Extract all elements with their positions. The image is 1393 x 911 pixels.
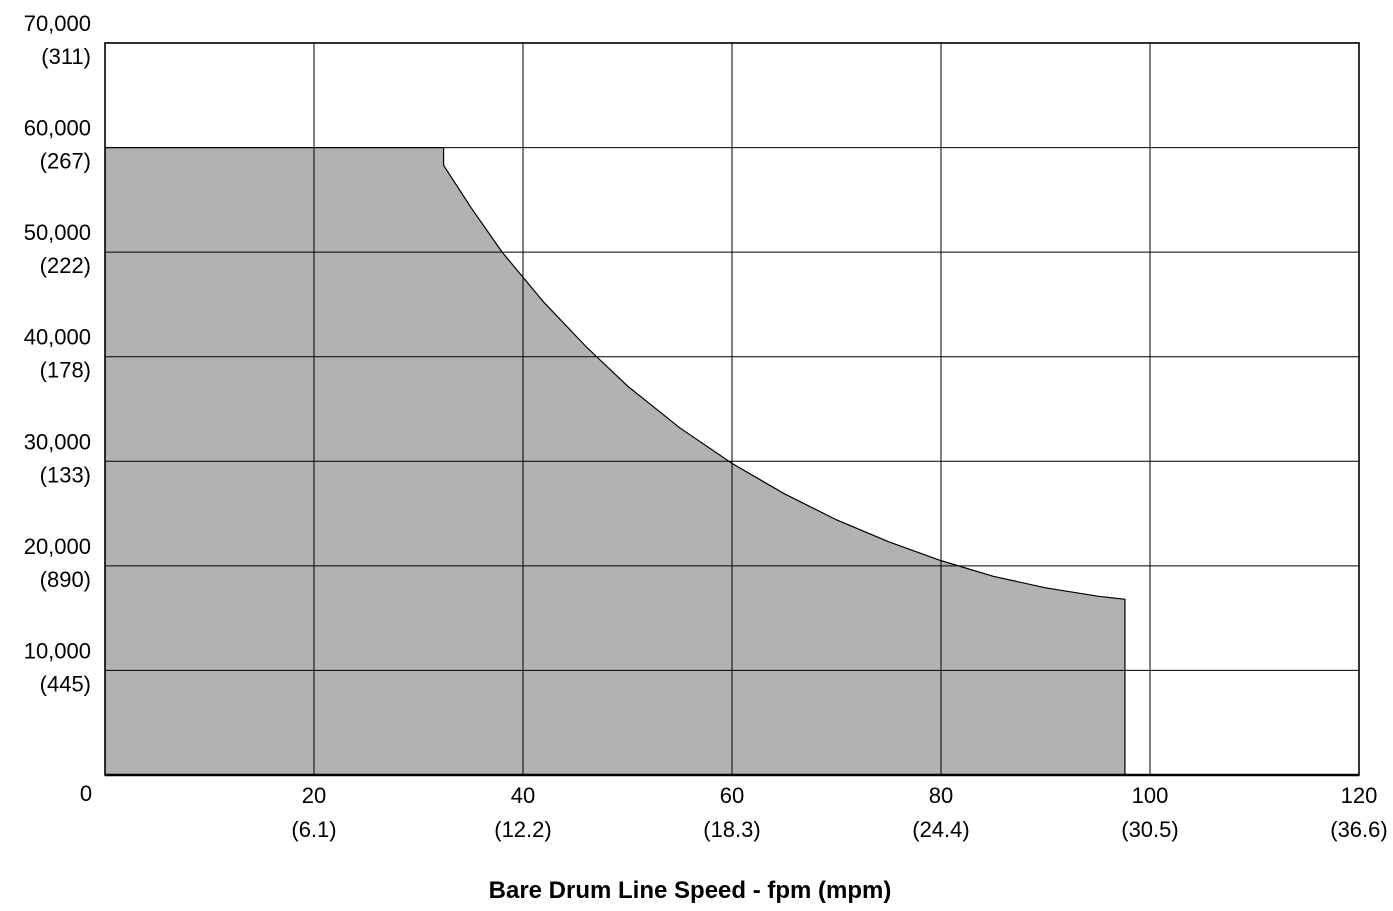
plot-frame-layer: [104, 42, 1360, 777]
x-tick-sublabel-120: (36.6): [1330, 817, 1387, 842]
tick-label-layer: 0 20 (6.1) 40 (12.2) 60 (18.3) 80 (24.4) 100 (30.5…: [24, 11, 1388, 842]
y-tick-label-50000: 50,000: [24, 220, 91, 245]
x-tick-label-0: 0: [80, 781, 92, 806]
x-tick-label-40: 40: [511, 783, 535, 808]
y-tick-sublabel-70000: (311): [41, 44, 91, 69]
y-tick-sublabel-10000: (445): [40, 671, 91, 696]
x-tick-sublabel-40: (12.2): [494, 817, 551, 842]
x-axis-title: Bare Drum Line Speed - fpm (mpm): [489, 877, 892, 904]
x-tick-sublabel-60: (18.3): [703, 817, 760, 842]
x-tick-label-20: 20: [302, 783, 326, 808]
x-tick-label-80: 80: [929, 783, 953, 808]
x-tick-label-60: 60: [720, 783, 744, 808]
x-tick-sublabel-100: (30.5): [1121, 817, 1178, 842]
y-tick-sublabel-60000: (267): [40, 149, 91, 174]
y-tick-sublabel-40000: (178): [40, 358, 91, 383]
x-tick-sublabel-80: (24.4): [912, 817, 969, 842]
y-tick-label-10000: 10,000: [24, 638, 91, 663]
y-tick-label-40000: 40,000: [24, 325, 91, 350]
y-tick-label-60000: 60,000: [24, 116, 91, 141]
x-tick-sublabel-20: (6.1): [291, 817, 336, 842]
x-tick-label-120: 120: [1341, 783, 1378, 808]
y-tick-label-30000: 30,000: [24, 429, 91, 454]
y-tick-label-70000: 70,000: [24, 11, 91, 36]
x-tick-label-100: 100: [1132, 783, 1169, 808]
y-tick-sublabel-30000: (133): [40, 462, 91, 487]
grid-layer: [105, 43, 1359, 775]
y-tick-label-20000: 20,000: [24, 534, 91, 559]
y-tick-sublabel-50000: (222): [40, 253, 91, 278]
y-tick-sublabel-20000: (890): [40, 567, 91, 592]
